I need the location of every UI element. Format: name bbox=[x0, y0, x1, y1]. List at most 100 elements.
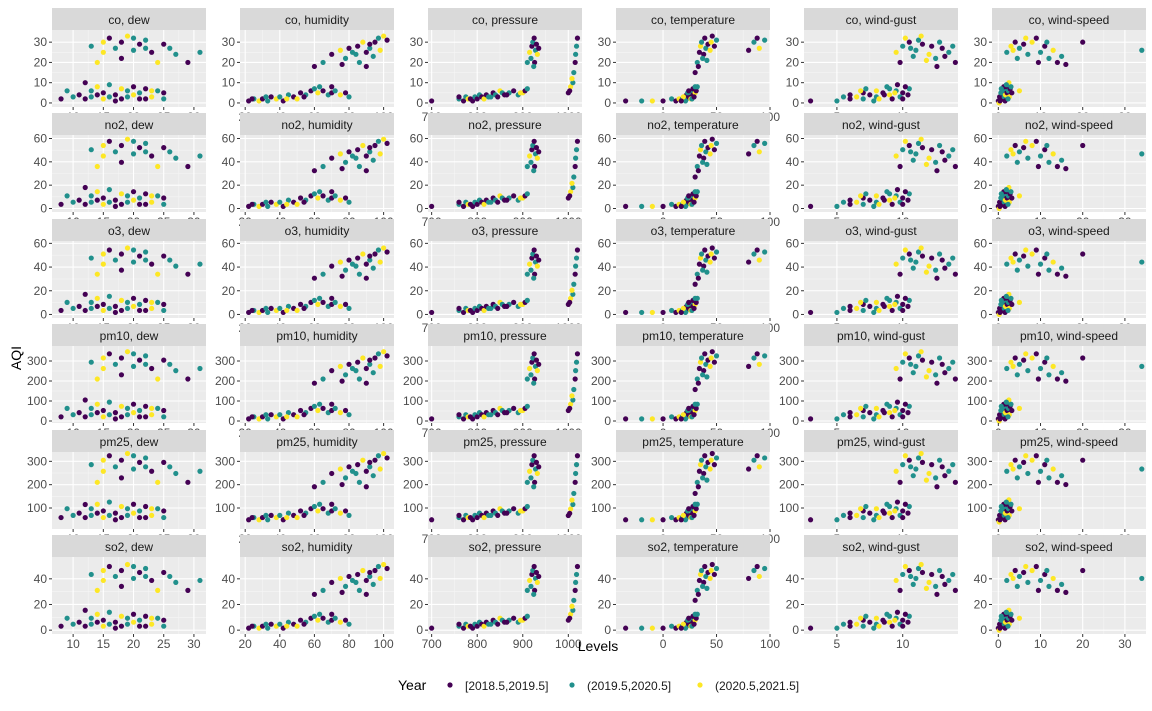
y-tick-label: 300 bbox=[967, 354, 987, 368]
plot-background bbox=[52, 346, 206, 423]
data-point bbox=[857, 506, 864, 512]
data-point bbox=[900, 90, 906, 96]
data-point bbox=[692, 501, 698, 507]
data-point bbox=[933, 55, 939, 61]
data-point bbox=[356, 479, 362, 485]
data-point bbox=[1004, 468, 1010, 474]
facet-panel: pm25, humidity10020030020406080100 bbox=[215, 430, 394, 546]
data-point bbox=[1008, 43, 1014, 49]
data-point bbox=[1042, 359, 1048, 365]
data-point bbox=[660, 625, 666, 631]
data-point bbox=[118, 355, 125, 361]
data-point bbox=[756, 573, 762, 580]
data-point bbox=[919, 253, 926, 259]
data-point bbox=[913, 47, 919, 53]
data-point bbox=[863, 86, 869, 92]
data-point bbox=[919, 569, 926, 576]
data-point bbox=[161, 569, 167, 576]
facet-title: no2, humidity bbox=[281, 118, 352, 132]
y-tick-label: 40 bbox=[598, 572, 612, 586]
data-point bbox=[863, 503, 869, 510]
data-point bbox=[285, 619, 292, 625]
data-point bbox=[567, 405, 573, 411]
y-tick-label: 60 bbox=[974, 236, 988, 250]
data-point bbox=[1010, 47, 1016, 53]
data-point bbox=[263, 199, 269, 205]
data-point bbox=[918, 349, 924, 355]
data-point bbox=[249, 307, 255, 314]
data-point bbox=[678, 98, 684, 104]
data-point bbox=[337, 363, 343, 369]
data-point bbox=[847, 514, 853, 521]
data-point bbox=[485, 412, 492, 418]
data-point bbox=[329, 189, 335, 195]
data-point bbox=[320, 88, 326, 94]
data-point bbox=[571, 281, 577, 287]
data-point bbox=[906, 613, 912, 619]
x-tick-label: 25 bbox=[157, 637, 171, 651]
data-point bbox=[82, 514, 88, 521]
data-point bbox=[1012, 355, 1018, 361]
data-point bbox=[377, 259, 383, 265]
data-point bbox=[1023, 351, 1029, 357]
data-point bbox=[639, 625, 645, 631]
y-tick-label: 40 bbox=[410, 572, 424, 586]
data-point bbox=[173, 579, 179, 586]
data-point bbox=[284, 414, 290, 420]
data-point bbox=[118, 457, 125, 463]
y-tick-label: 60 bbox=[598, 236, 612, 250]
data-point bbox=[64, 615, 70, 621]
data-point bbox=[908, 45, 914, 51]
data-point bbox=[1008, 255, 1014, 261]
data-point bbox=[1016, 149, 1023, 155]
facet-panel: pm10, pressure01002003007008009001000 bbox=[403, 324, 582, 440]
data-point bbox=[130, 151, 137, 157]
data-point bbox=[900, 571, 906, 578]
data-point bbox=[524, 191, 530, 197]
data-point bbox=[686, 615, 692, 621]
facet-title: o3, temperature bbox=[651, 224, 736, 238]
data-point bbox=[372, 251, 378, 257]
data-point bbox=[702, 351, 708, 357]
data-point bbox=[149, 199, 155, 205]
data-point bbox=[360, 142, 366, 149]
data-point bbox=[1139, 363, 1145, 369]
data-point bbox=[711, 571, 717, 578]
data-point bbox=[908, 573, 914, 580]
data-point bbox=[124, 621, 131, 627]
data-point bbox=[136, 195, 143, 201]
y-tick-label: 0 bbox=[792, 96, 799, 110]
data-point bbox=[185, 271, 191, 277]
data-point bbox=[1046, 475, 1052, 481]
data-point bbox=[1008, 295, 1014, 301]
data-point bbox=[694, 271, 700, 277]
data-point bbox=[504, 92, 510, 98]
y-tick-label: 60 bbox=[786, 132, 800, 146]
data-point bbox=[143, 573, 149, 580]
data-point bbox=[249, 201, 255, 207]
facet-panel: no2, humidity020406020406080100 bbox=[222, 113, 394, 229]
data-point bbox=[106, 512, 112, 518]
facet-strip bbox=[428, 113, 582, 135]
data-point bbox=[346, 573, 352, 580]
data-point bbox=[569, 603, 575, 609]
data-point bbox=[143, 249, 149, 255]
plot-background bbox=[428, 452, 582, 529]
y-tick-label: 20 bbox=[786, 178, 800, 192]
data-point bbox=[511, 193, 517, 199]
data-point bbox=[900, 414, 906, 420]
data-point bbox=[311, 168, 318, 174]
data-point bbox=[701, 155, 707, 161]
data-point bbox=[762, 140, 768, 146]
data-point bbox=[130, 611, 137, 617]
y-tick-label: 60 bbox=[34, 236, 48, 250]
facet-strip bbox=[616, 219, 770, 241]
data-point bbox=[112, 92, 119, 98]
data-point bbox=[481, 623, 487, 629]
data-point bbox=[623, 98, 629, 104]
data-point bbox=[517, 617, 524, 623]
facet-title: o3, dew bbox=[108, 224, 150, 238]
y-tick-label: 0 bbox=[792, 307, 799, 321]
data-point bbox=[58, 414, 64, 420]
data-point bbox=[353, 51, 359, 57]
